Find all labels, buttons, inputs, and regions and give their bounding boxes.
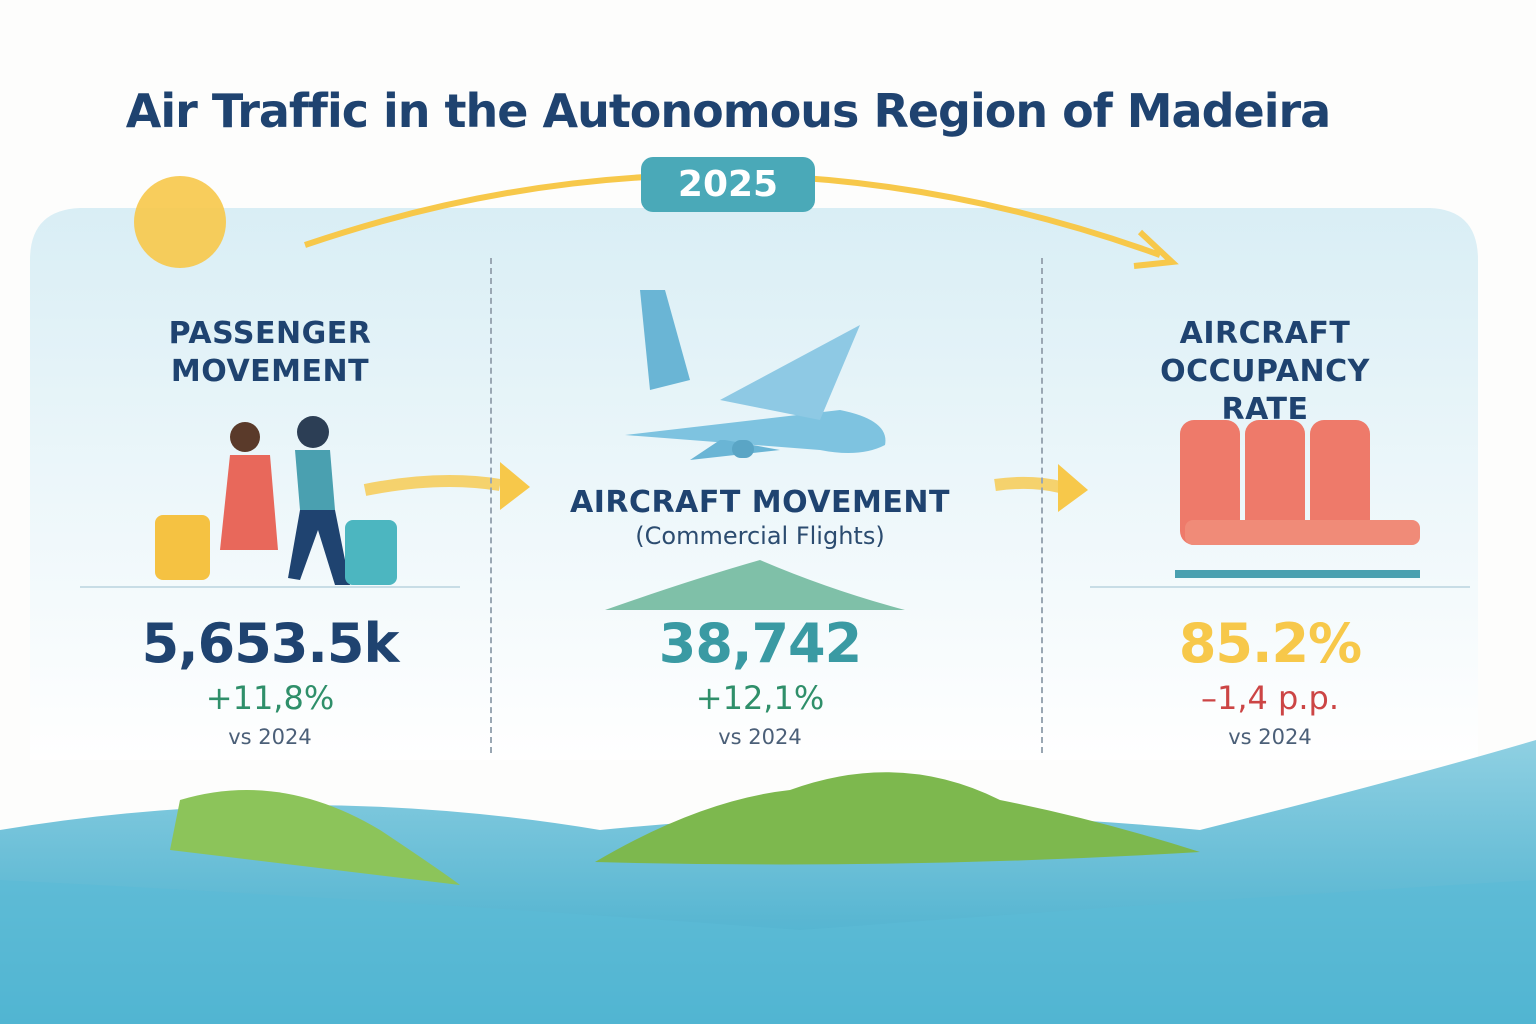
divider — [490, 258, 492, 753]
occupancy-values: 85.2% –1,4 p.p. vs 2024 — [1100, 612, 1440, 749]
metric-value: 85.2% — [1178, 612, 1362, 675]
passenger-metric: PASSENGER MOVEMENT — [100, 315, 440, 391]
metric-heading: AIRCRAFT MOVEMENT — [570, 485, 950, 520]
year-badge: 2025 — [641, 157, 815, 212]
passenger-values: 5,653.5k +11,8% vs 2024 — [100, 612, 440, 749]
airplane-icon — [625, 290, 886, 460]
metric-heading: AIRCRAFT OCCUPANCY RATE — [1160, 316, 1370, 427]
metric-comparison: vs 2024 — [718, 725, 802, 749]
aircraft-metric: AIRCRAFT MOVEMENT (Commercial Flights) — [540, 484, 980, 550]
metric-comparison: vs 2024 — [1228, 725, 1312, 749]
aircraft-values: 38,742 +12,1% vs 2024 — [560, 612, 960, 749]
metric-value: 38,742 — [658, 612, 862, 675]
sun-icon — [134, 176, 226, 268]
occupancy-metric: AIRCRAFT OCCUPANCY RATE — [1090, 315, 1440, 429]
metric-value: 5,653.5k — [141, 612, 400, 675]
arrow-right-icon — [994, 476, 1062, 493]
travelers-icon — [80, 416, 460, 588]
metric-change: –1,4 p.p. — [1200, 679, 1340, 717]
seats-icon — [1090, 420, 1470, 588]
metric-comparison: vs 2024 — [228, 725, 312, 749]
page-title: Air Traffic in the Autonomous Region of … — [125, 84, 1331, 138]
island — [595, 772, 1200, 865]
metric-heading: PASSENGER MOVEMENT — [168, 316, 372, 389]
arrow-right-icon — [363, 475, 501, 496]
divider — [1041, 258, 1043, 753]
metric-change: +12,1% — [695, 679, 825, 717]
metric-change: +11,8% — [205, 679, 335, 717]
metric-subheading: (Commercial Flights) — [635, 522, 885, 550]
